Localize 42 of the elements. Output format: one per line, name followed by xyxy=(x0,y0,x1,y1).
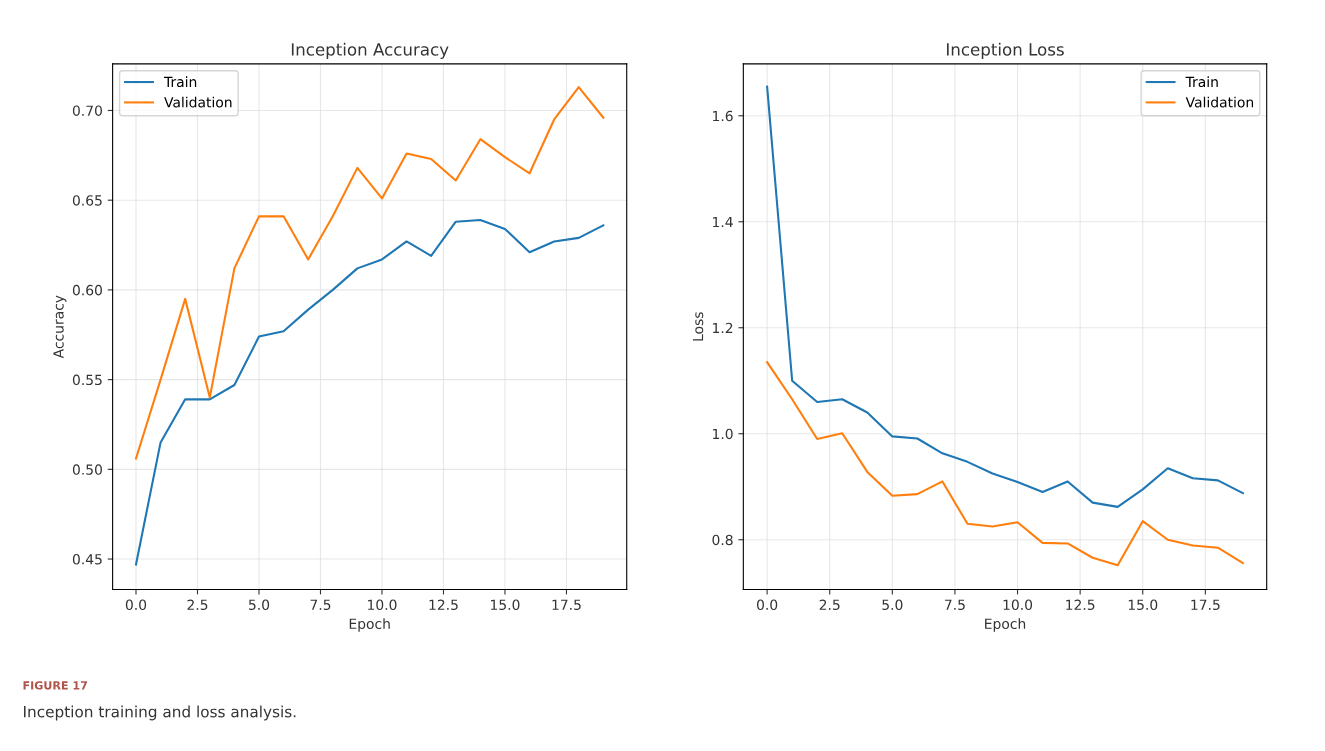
x-tick-label: 5.0 xyxy=(882,599,903,611)
line-series xyxy=(134,86,605,460)
y-tick-label: 1.4 xyxy=(713,216,733,228)
legend-label: Validation xyxy=(164,96,232,108)
chart-title: Inception Loss xyxy=(947,42,1064,59)
line-series xyxy=(766,361,1244,567)
x-axis-title: Epoch xyxy=(349,618,390,632)
x-tick-label: 0.0 xyxy=(125,599,147,611)
y-tick-label: 1.0 xyxy=(713,428,733,440)
x-tick-label: 5.0 xyxy=(249,599,270,611)
x-tick-label: 7.5 xyxy=(310,599,331,611)
x-tick-label: 12.5 xyxy=(1066,599,1095,611)
y-tick-label: 0.8 xyxy=(712,534,733,546)
x-axis-title: Epoch xyxy=(985,618,1026,632)
legend-label: Train xyxy=(1185,76,1218,88)
x-tick-label: 17.5 xyxy=(552,599,581,611)
x-tick-label: 7.5 xyxy=(945,599,965,611)
y-axis-title: Loss xyxy=(692,312,704,341)
chart-title: Inception Accuracy xyxy=(291,42,449,59)
y-tick-label: 0.60 xyxy=(72,284,102,296)
y-axis-title: Accuracy xyxy=(53,295,67,359)
x-tick-label: 10.0 xyxy=(368,599,397,611)
x-tick-label: 17.5 xyxy=(1191,599,1220,611)
y-tick-label: 0.45 xyxy=(72,554,102,565)
line-series xyxy=(134,218,605,566)
legend-label: Validation xyxy=(1185,96,1254,108)
y-tick-label: 1.2 xyxy=(713,322,733,334)
x-tick-label: 15.0 xyxy=(1128,599,1158,611)
x-tick-label: 0.0 xyxy=(756,599,778,611)
x-tick-label: 2.5 xyxy=(187,599,208,611)
x-tick-label: 15.0 xyxy=(491,599,520,611)
text: Inception training and loss analysis. xyxy=(24,705,296,721)
x-tick-label: 10.0 xyxy=(1003,599,1033,611)
y-tick-label: 0.50 xyxy=(72,464,102,475)
y-tick-label: 1.6 xyxy=(713,110,733,122)
y-tick-label: 0.65 xyxy=(72,195,102,206)
x-tick-label: 12.5 xyxy=(429,599,458,611)
legend-label: Train xyxy=(163,76,197,88)
x-tick-label: 2.5 xyxy=(819,599,840,611)
y-tick-label: 0.70 xyxy=(72,105,102,116)
caption: FIGURE 17 xyxy=(23,681,87,690)
y-tick-label: 0.55 xyxy=(72,374,102,386)
